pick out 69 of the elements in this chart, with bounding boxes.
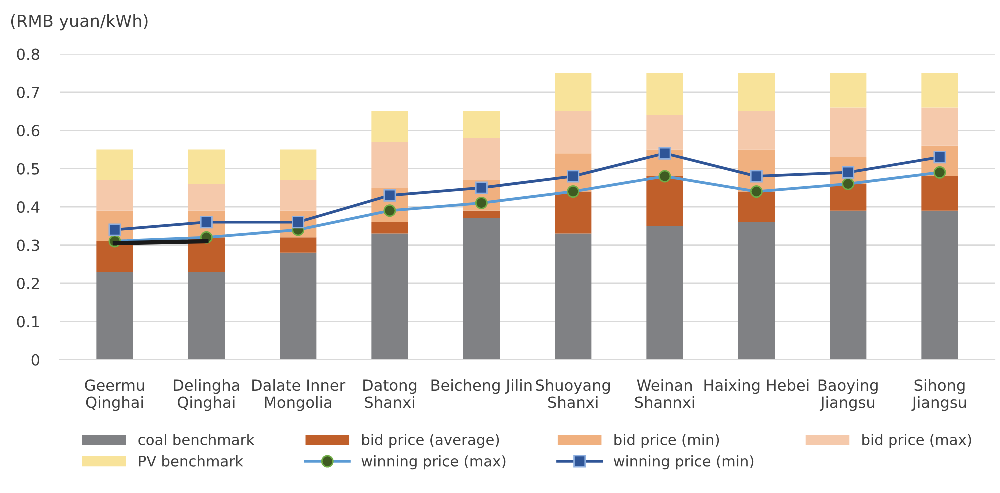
bar xyxy=(922,73,958,108)
x-tick-label: Weinan Shannxi xyxy=(635,379,694,408)
legend-label: coal benchmark xyxy=(138,434,255,446)
bar xyxy=(738,73,775,112)
bar xyxy=(555,112,592,154)
bar xyxy=(188,272,225,360)
x-tick-label: Datong Shanxi xyxy=(364,380,417,408)
x-tick-label: Haixing Hebei xyxy=(704,379,809,394)
x-tick-label: Delingha Qinghai xyxy=(174,379,240,412)
y-tick-label: 0.7 xyxy=(17,86,40,98)
y-tick-label: 0.2 xyxy=(17,278,40,290)
point xyxy=(384,189,396,202)
bar xyxy=(922,108,958,146)
x-tick-label: Dalate Inner Mongolia xyxy=(252,379,346,412)
legend-label: winning price (max) xyxy=(362,456,506,470)
legend-label: PV benchmark xyxy=(139,456,244,467)
y-tick-label: 0.3 xyxy=(17,240,40,252)
bar xyxy=(463,210,500,219)
bar xyxy=(738,222,775,360)
y-tick-label: 0.5 xyxy=(17,163,40,175)
bar xyxy=(280,238,317,253)
bar xyxy=(830,73,867,108)
bar xyxy=(463,218,500,360)
bar xyxy=(646,115,684,150)
legend-label: winning price (min) xyxy=(614,456,754,470)
bar xyxy=(646,176,684,226)
y-tick-label: 0.4 xyxy=(17,202,40,214)
bar xyxy=(646,73,684,116)
bar xyxy=(646,226,684,360)
bar xyxy=(188,150,225,184)
bar xyxy=(922,210,958,360)
bar xyxy=(280,150,317,180)
bar xyxy=(372,112,408,142)
bar xyxy=(830,210,867,360)
legend-label: bid price (average) xyxy=(362,434,500,448)
bar xyxy=(463,112,500,138)
x-tick-label: Sihong Jiangsu xyxy=(912,379,966,412)
bar xyxy=(830,184,867,211)
y-tick-label: 0 xyxy=(32,354,40,366)
bar xyxy=(830,108,867,158)
x-tick-label: Geermu Qinghai xyxy=(85,380,144,412)
bar xyxy=(96,272,134,360)
bar xyxy=(280,180,317,211)
bar xyxy=(738,112,775,150)
bar xyxy=(738,192,775,222)
bar xyxy=(372,222,408,234)
y-tick-label: 0.6 xyxy=(17,125,40,137)
y-tick-label: 0.1 xyxy=(17,316,40,328)
bar xyxy=(96,241,134,272)
point xyxy=(658,147,672,160)
x-tick-label: Beicheng Jilin xyxy=(432,379,532,394)
x-tick-label: Baoying Jiangsu xyxy=(818,379,878,412)
bar xyxy=(922,176,958,211)
legend-label: bid price (max) xyxy=(862,434,972,448)
bar xyxy=(555,234,592,360)
x-tick-label: Shuoyang Shanxi xyxy=(536,379,610,408)
bar xyxy=(463,138,500,180)
legend-label: bid price (min) xyxy=(614,434,720,448)
bar xyxy=(372,142,408,188)
point xyxy=(475,182,488,194)
bar xyxy=(188,184,225,211)
bar xyxy=(555,73,592,112)
bar xyxy=(555,192,592,234)
y-tick-label: 0.8 xyxy=(17,48,40,60)
bar xyxy=(372,234,408,360)
y-axis-title: (RMB yuan/kWh) xyxy=(11,14,148,31)
bar xyxy=(96,180,134,211)
bar xyxy=(280,252,317,360)
bar xyxy=(96,150,134,180)
